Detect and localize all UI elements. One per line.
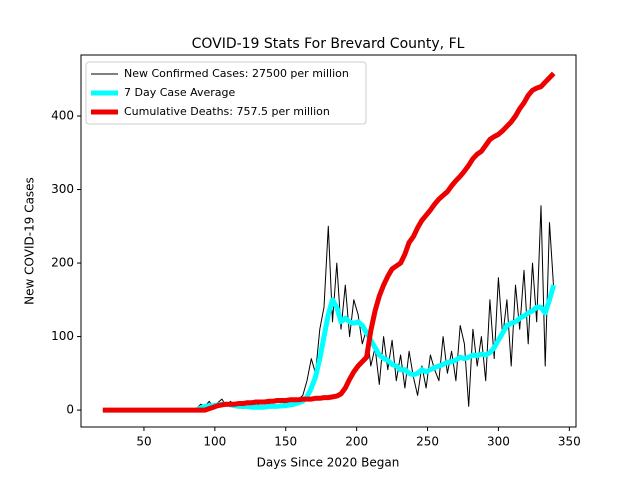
y-axis-label: New COVID-19 Cases (23, 177, 37, 305)
x-tick-label: 50 (136, 435, 151, 449)
y-tick-label: 300 (51, 182, 74, 196)
legend-label: New Confirmed Cases: 27500 per million (124, 67, 349, 80)
x-axis-label: Days Since 2020 Began (257, 456, 400, 470)
legend-label: Cumulative Deaths: 757.5 per million (124, 105, 330, 118)
x-tick-label: 100 (203, 435, 226, 449)
series-line (195, 284, 557, 413)
series-line (102, 71, 556, 413)
y-tick-label: 0 (66, 403, 74, 417)
y-tick-label: 200 (51, 256, 74, 270)
legend-box (85, 61, 367, 125)
x-tick-label: 200 (345, 435, 368, 449)
chart-title: COVID-19 Stats For Brevard County, FL (192, 36, 465, 52)
x-tick-label: 350 (558, 435, 581, 449)
x-tick-label: 150 (274, 435, 297, 449)
legend-label: 7 Day Case Average (124, 86, 236, 99)
y-tick-label: 100 (51, 329, 74, 343)
x-tick-label: 250 (416, 435, 439, 449)
y-tick-label: 400 (51, 109, 74, 123)
axes-frame (80, 54, 577, 428)
x-tick-label: 300 (487, 435, 510, 449)
